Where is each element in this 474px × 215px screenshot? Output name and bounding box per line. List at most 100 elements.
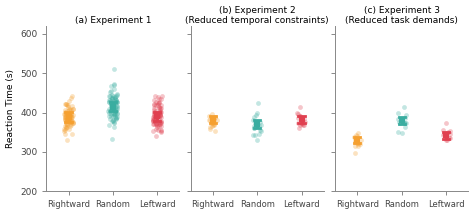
Point <box>395 121 402 124</box>
Point <box>69 107 76 111</box>
Point <box>152 119 159 122</box>
Point <box>66 122 74 126</box>
Point <box>401 121 409 125</box>
Point <box>205 118 212 122</box>
Point <box>210 118 218 121</box>
Point <box>67 120 74 123</box>
Point <box>63 119 71 122</box>
Point <box>108 99 115 103</box>
Point <box>153 122 160 126</box>
Point <box>64 113 71 116</box>
Point <box>297 121 305 124</box>
Point <box>64 122 71 126</box>
Point <box>154 123 161 127</box>
Point <box>206 125 213 129</box>
Point <box>250 124 258 128</box>
Point <box>157 120 164 124</box>
Point <box>63 118 71 121</box>
Point <box>354 138 361 142</box>
Point <box>110 99 118 103</box>
Point <box>397 122 404 125</box>
Point <box>110 108 118 112</box>
Point <box>296 114 303 118</box>
Point <box>113 112 121 115</box>
Point <box>107 114 114 118</box>
Point <box>439 133 447 137</box>
Point <box>401 116 409 120</box>
Point <box>152 111 159 114</box>
Point <box>354 142 362 146</box>
Point <box>106 94 114 98</box>
Point <box>66 113 74 117</box>
Point <box>105 114 112 117</box>
Point <box>111 97 119 101</box>
Point <box>210 123 218 127</box>
Point <box>61 128 69 132</box>
Point <box>352 138 359 142</box>
Point <box>63 103 71 107</box>
Point <box>298 118 305 121</box>
Point <box>108 104 115 108</box>
Point <box>64 113 72 117</box>
Point <box>250 134 257 137</box>
Point <box>63 117 71 120</box>
Point <box>113 100 120 104</box>
Point <box>152 135 160 138</box>
Point <box>156 113 164 117</box>
Point <box>113 93 120 97</box>
Point <box>257 129 265 133</box>
Point <box>210 123 218 126</box>
Point <box>62 120 70 123</box>
Point <box>394 111 401 115</box>
Point <box>65 127 73 131</box>
Point <box>155 115 162 118</box>
Point <box>150 114 157 117</box>
Point <box>400 121 408 125</box>
Point <box>67 97 75 100</box>
Point <box>108 94 115 97</box>
Point <box>112 99 120 102</box>
Point <box>443 131 451 135</box>
Point <box>155 107 163 110</box>
Point <box>156 114 164 117</box>
Point <box>154 120 162 124</box>
Point <box>112 108 120 111</box>
Point <box>293 112 301 115</box>
Point <box>251 126 258 130</box>
Point <box>67 118 75 122</box>
Title: (c) Experiment 3
(Reduced task demands): (c) Experiment 3 (Reduced task demands) <box>345 6 458 25</box>
Point <box>62 125 69 129</box>
Point <box>69 121 76 124</box>
Point <box>210 124 217 127</box>
Point <box>64 115 72 118</box>
Point <box>442 134 450 137</box>
Point <box>252 113 260 117</box>
Point <box>152 116 159 119</box>
Point <box>299 119 306 123</box>
Point <box>66 116 73 120</box>
Point <box>108 97 116 100</box>
Point <box>446 136 454 140</box>
Point <box>110 125 118 128</box>
Point <box>154 113 162 116</box>
Point <box>69 132 76 135</box>
Point <box>157 122 164 125</box>
Point <box>111 96 118 99</box>
Point <box>157 130 165 133</box>
Point <box>155 115 162 118</box>
Point <box>157 103 165 107</box>
Point <box>109 118 117 122</box>
Point <box>109 111 117 115</box>
Point <box>401 121 408 124</box>
Point <box>150 106 157 109</box>
Point <box>110 82 118 86</box>
Point <box>149 123 157 126</box>
Point <box>156 113 164 116</box>
Point <box>111 95 118 99</box>
Point <box>62 111 69 115</box>
Point <box>152 100 160 104</box>
Point <box>113 100 120 103</box>
Point <box>109 101 117 104</box>
Point <box>149 129 157 132</box>
Point <box>300 123 307 126</box>
